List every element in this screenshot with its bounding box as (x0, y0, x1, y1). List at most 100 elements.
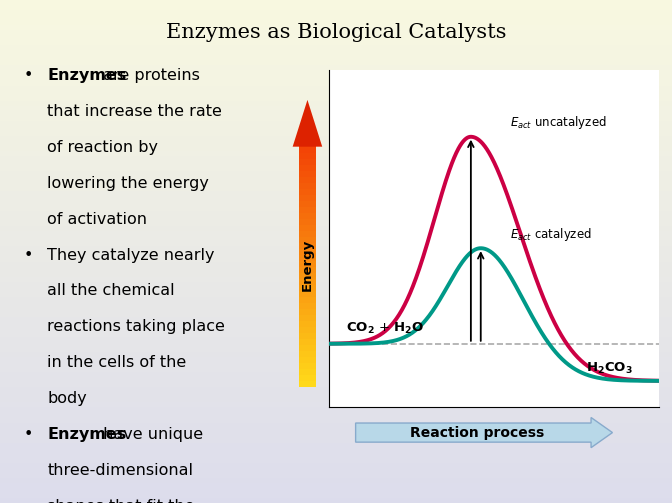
Bar (0, 377, 672, 382)
Bar (0, 387, 672, 392)
Bar (0, 262, 672, 267)
Bar (0, 332, 672, 337)
Bar (0, 176, 672, 181)
Bar (0, 91, 672, 96)
Bar (0, 357, 672, 362)
Bar (0, 498, 672, 503)
Bar (299, 338, 316, 345)
Text: $E_{act}$ uncatalyzed: $E_{act}$ uncatalyzed (510, 115, 607, 131)
Bar (0, 272, 672, 277)
Bar (0, 438, 672, 443)
Bar (0, 468, 672, 473)
Bar (0, 70, 672, 75)
Text: all the chemical: all the chemical (47, 284, 175, 298)
Bar (299, 242, 316, 248)
Bar (0, 60, 672, 65)
Bar (0, 111, 672, 116)
Bar (0, 307, 672, 312)
Bar (0, 196, 672, 201)
Bar (0, 428, 672, 433)
Bar (299, 248, 316, 255)
Bar (0, 156, 672, 161)
Text: Enzymes: Enzymes (47, 427, 126, 442)
Text: that increase the rate: that increase the rate (47, 104, 222, 119)
Text: are proteins: are proteins (97, 68, 200, 83)
Bar (0, 488, 672, 493)
Bar (0, 211, 672, 216)
Bar (0, 297, 672, 302)
Bar (299, 344, 316, 351)
Bar (0, 347, 672, 352)
Bar (0, 65, 672, 70)
Bar (0, 221, 672, 226)
Bar (0, 136, 672, 141)
Bar (299, 158, 316, 164)
Bar (0, 186, 672, 191)
Bar (0, 402, 672, 407)
Text: three-dimensional: three-dimensional (47, 463, 193, 478)
Bar (0, 483, 672, 488)
Bar (0, 352, 672, 357)
Bar (0, 282, 672, 287)
Bar (0, 75, 672, 80)
Bar (299, 200, 316, 207)
Bar (0, 35, 672, 40)
Bar (0, 337, 672, 342)
Bar (299, 278, 316, 285)
Bar (0, 161, 672, 166)
Bar (299, 308, 316, 315)
Bar (299, 290, 316, 297)
Text: of activation: of activation (47, 212, 147, 227)
Bar (299, 212, 316, 219)
Text: •: • (24, 68, 34, 83)
Bar (299, 230, 316, 237)
Bar (299, 362, 316, 369)
Bar (0, 433, 672, 438)
Bar (0, 96, 672, 101)
Bar (0, 312, 672, 317)
Bar (0, 25, 672, 30)
Bar (299, 152, 316, 158)
Text: lowering the energy: lowering the energy (47, 176, 209, 191)
Text: in the cells of the: in the cells of the (47, 355, 186, 370)
Bar (0, 86, 672, 91)
Bar (0, 151, 672, 156)
Text: $\mathbf{CO_2}$ + $\mathbf{H_2O}$: $\mathbf{CO_2}$ + $\mathbf{H_2O}$ (345, 321, 424, 336)
Bar (299, 254, 316, 261)
Text: shapes that fit the: shapes that fit the (47, 499, 195, 503)
Bar (299, 284, 316, 291)
Bar (0, 5, 672, 10)
Bar (0, 201, 672, 206)
Bar (0, 463, 672, 468)
Bar (0, 10, 672, 15)
Bar (0, 292, 672, 297)
Bar (0, 181, 672, 186)
Bar (299, 182, 316, 189)
Text: Enzymes: Enzymes (47, 68, 126, 83)
Bar (0, 101, 672, 106)
Bar (0, 397, 672, 402)
Text: •: • (24, 427, 34, 442)
Bar (299, 320, 316, 327)
Bar (299, 260, 316, 267)
Bar (0, 493, 672, 498)
Bar (299, 326, 316, 333)
Bar (0, 226, 672, 231)
Text: Enzymes as Biological Catalysts: Enzymes as Biological Catalysts (166, 23, 506, 42)
Bar (0, 126, 672, 131)
Bar (0, 146, 672, 151)
Bar (0, 302, 672, 307)
FancyArrow shape (355, 417, 612, 448)
Bar (0, 252, 672, 257)
Bar (0, 327, 672, 332)
Bar (0, 231, 672, 236)
Bar (0, 392, 672, 397)
Bar (299, 164, 316, 171)
Bar (0, 0, 672, 5)
Bar (0, 171, 672, 176)
Bar (0, 367, 672, 372)
Text: body: body (47, 391, 87, 406)
Bar (0, 412, 672, 417)
Bar (0, 257, 672, 262)
Bar (0, 287, 672, 292)
